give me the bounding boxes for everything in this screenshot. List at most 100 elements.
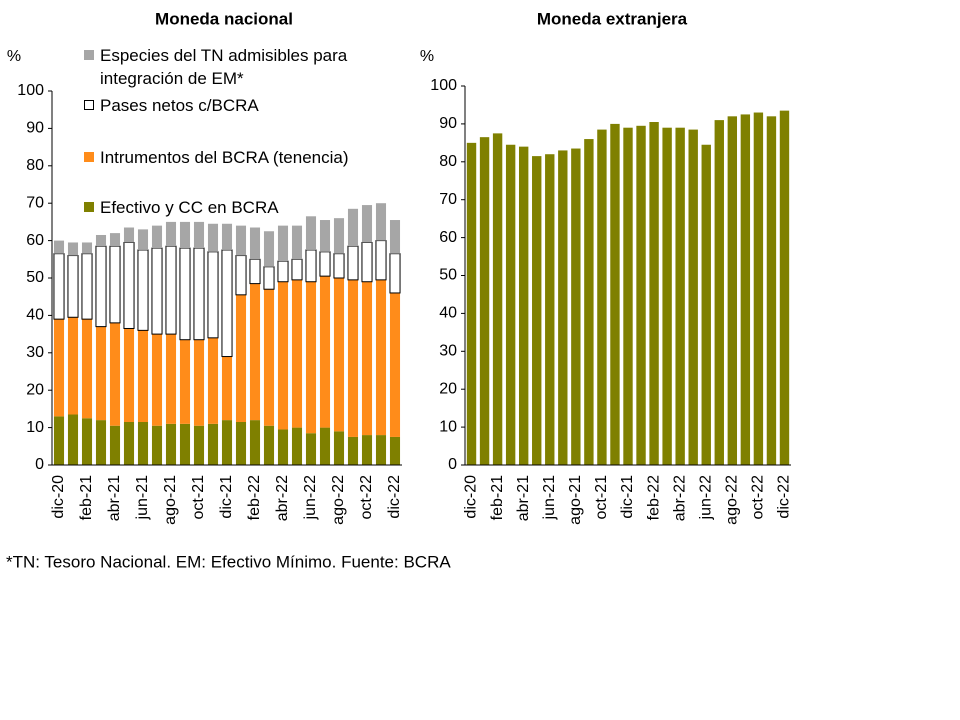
x-tick-label: ago-21 <box>567 475 584 525</box>
bar-segment <box>263 289 275 426</box>
y-unit: % <box>420 48 434 65</box>
bar-segment <box>193 247 205 341</box>
x-tick-label: oct-22 <box>358 475 375 520</box>
y-tick-label: 100 <box>430 77 457 94</box>
y-tick-label: 40 <box>26 307 44 324</box>
bar-segment <box>277 225 289 262</box>
bar-segment <box>193 425 205 465</box>
x-tick-label: ago-22 <box>330 475 347 525</box>
x-tick-label: dic-20 <box>50 475 67 519</box>
bar-segment <box>207 223 219 252</box>
bar-segment <box>333 431 345 465</box>
bar-segment <box>277 429 289 465</box>
bar-segment <box>375 279 387 436</box>
bar-segment <box>389 292 401 437</box>
bar-segment <box>221 223 233 250</box>
bar-segment <box>151 334 163 426</box>
bar-segment <box>361 205 373 243</box>
bar-segment <box>137 421 149 465</box>
bar-segment <box>81 418 93 465</box>
bar-segment <box>193 339 205 426</box>
bar <box>740 114 751 466</box>
bar-segment <box>221 356 233 421</box>
bar <box>701 144 711 465</box>
bar <box>466 142 477 465</box>
bar-segment <box>67 317 79 415</box>
bar-segment <box>221 249 233 358</box>
bar-segment <box>95 245 107 328</box>
legend-item: Efectivo y CC en BCRA <box>84 196 394 219</box>
bar-segment <box>249 420 261 465</box>
bar-segment <box>81 253 93 320</box>
bar-segment <box>123 328 135 422</box>
legend-item: Especies del TN admisibles para integrac… <box>84 44 394 90</box>
bar-segment <box>207 251 219 339</box>
y-tick-label: 0 <box>35 456 44 473</box>
x-tick-label: feb-22 <box>645 475 662 520</box>
bar-segment <box>333 218 345 254</box>
bar-segment <box>235 255 247 296</box>
legend-swatch <box>84 152 94 162</box>
y-tick-label: 0 <box>448 456 457 473</box>
bar-segment <box>179 221 191 249</box>
bar-segment <box>53 416 65 465</box>
y-tick-label: 70 <box>439 191 457 208</box>
bar <box>532 156 542 466</box>
bar-segment <box>193 221 205 249</box>
bar-segment <box>151 425 163 465</box>
y-tick-label: 80 <box>439 153 457 170</box>
bar <box>518 146 529 465</box>
bar-segment <box>123 227 135 243</box>
bar-segment <box>347 436 359 465</box>
y-tick-label: 100 <box>17 82 44 99</box>
bar-segment <box>389 436 401 465</box>
y-tick-label: 50 <box>26 269 44 286</box>
bar <box>545 154 555 465</box>
bar-segment <box>123 421 135 465</box>
bar <box>479 137 490 466</box>
bar-segment <box>165 221 177 247</box>
bar-segment <box>109 425 121 465</box>
x-tick-label: feb-22 <box>246 475 263 520</box>
x-tick-label: dic-21 <box>619 475 636 519</box>
legend-swatch <box>84 50 94 60</box>
bar-segment <box>361 281 373 436</box>
bar-segment <box>95 234 107 247</box>
bar-segment <box>347 208 359 247</box>
bar-segment <box>375 240 387 281</box>
bar-segment <box>137 330 149 422</box>
bar-segment <box>95 420 107 465</box>
bar <box>714 120 724 466</box>
y-tick-label: 10 <box>26 419 44 436</box>
bar-segment <box>137 229 149 250</box>
bar-segment <box>291 225 303 260</box>
bar-segment <box>305 433 317 465</box>
bar-segment <box>179 339 191 424</box>
legend-swatch <box>84 100 94 110</box>
x-tick-label: dic-22 <box>386 475 403 519</box>
chart-title: Moneda nacional <box>155 9 293 28</box>
bar <box>505 144 516 465</box>
y-tick-label: 10 <box>439 418 457 435</box>
bar-segment <box>347 245 359 281</box>
bar-segment <box>319 427 331 465</box>
bar-segment <box>95 326 107 421</box>
bar-segment <box>235 225 247 256</box>
bar-segment <box>165 423 177 465</box>
x-tick-label: oct-21 <box>190 475 207 520</box>
bar <box>597 129 607 465</box>
chart-title: Moneda extranjera <box>537 9 688 28</box>
y-tick-label: 90 <box>26 120 44 137</box>
x-tick-label: jun-22 <box>302 475 319 521</box>
bar <box>662 127 672 465</box>
bar-segment <box>305 216 317 250</box>
y-tick-label: 70 <box>26 194 44 211</box>
bar <box>623 127 633 465</box>
bar-segment <box>207 423 219 465</box>
x-tick-label: ago-21 <box>162 475 179 525</box>
legend-label: Pases netos c/BCRA <box>100 96 259 115</box>
bar-segment <box>305 281 317 434</box>
bar <box>649 122 659 465</box>
